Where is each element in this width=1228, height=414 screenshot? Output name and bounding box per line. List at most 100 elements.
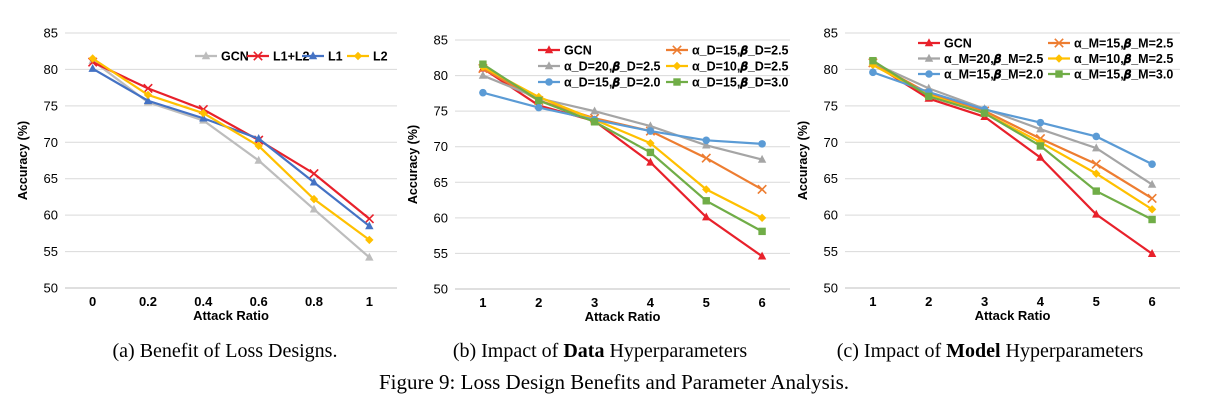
chart-c-legend-entry: α_M=15,𝜷_M=3.0 [1048,68,1173,82]
chart-b-data-point [757,184,767,195]
chart-c-y-tick-label: 70 [824,135,838,150]
chart-b-x-tick-label: 3 [591,295,598,310]
chart-c-y-axis-label: Accuracy (%) [796,121,810,200]
chart-b-data-point [646,127,655,135]
chart-b-y-tick-label: 50 [434,282,448,297]
chart-c-legend-entry: α_M=20,𝜷_M=2.5 [918,52,1043,66]
chart-c-x-tick-label: 6 [1148,294,1155,309]
chart-b-legend-label: α_D=10,𝜷_D=2.5 [692,60,789,74]
chart-a-x-tick-label: 0.4 [194,294,213,309]
chart-c-legend-label: α_M=15,𝜷_M=3.0 [1074,68,1173,82]
chart-c-y-tick-label: 80 [824,62,838,77]
chart-b-legend-entry: α_D=15,𝜷_D=2.5 [666,44,789,58]
chart-c-data-point-stroke2 [1091,159,1102,169]
chart-b-legend-entry: α_D=15,𝜷_D=3.0 [666,76,789,90]
chart-b-legend-entry: α_D=15,𝜷_D=2.0 [538,76,661,90]
chart-a-legend-swatch-marker [353,51,363,61]
chart-c-legend-label: α_M=15,𝜷_M=2.5 [1074,37,1173,51]
chart-a-y-tick-label: 65 [44,171,58,186]
chart-b-legend-swatch-marker [672,61,682,71]
chart-a-data-point [254,141,263,151]
panel-c-caption-prefix: (c) Impact of [836,340,947,362]
chart-c-data-point [1092,132,1101,141]
chart-c-y-tick-label: 50 [824,281,838,296]
chart-c-y-tick-label: 75 [824,98,838,113]
chart-a-series-line [92,59,371,259]
chart-b-data-point [757,213,767,223]
chart-c-data-point [1036,118,1045,127]
chart-a-y-tick-label: 70 [44,135,58,150]
chart-a-series-0 [88,55,374,261]
chart-c-x-tick-label: 2 [925,294,932,309]
chart-c-data-point [1092,143,1101,152]
chart-a-x-tick-label: 0.6 [250,294,268,309]
chart-c-data-point [1148,160,1156,168]
chart-b-y-tick-label: 75 [434,104,448,119]
chart-a-y-tick-label: 75 [44,98,58,113]
chart-a-legend-swatch-marker [201,51,211,60]
chart-a-y-tick-label: 85 [44,26,58,41]
chart-c-legend-entry: GCN [918,37,972,51]
chart-a-data-point [309,194,319,204]
chart-b-series-line [482,66,763,219]
chart-a-x-tick-label: 0.8 [305,294,323,309]
chart-a-data-point [309,204,319,213]
chart-a-legend-swatch-marker [253,51,263,61]
chart-a-data-point [365,235,374,245]
chart-c-legend-swatch-marker [924,38,934,47]
chart-a-legend: GCN L1+L2 L1 L2 [195,50,388,64]
chart-b: 50 55 60 65 70 75 80 85 1 2 3 4 5 6 Attack Ratio Accura… [406,33,790,324]
chart-c-x-axis-label: Attack Ratio [975,308,1051,323]
chart-c-data-point [1036,142,1045,150]
chart-a-data-point [254,155,263,164]
chart-a-legend-entry: L2 [347,50,388,64]
panel-c-caption: (c) Impact of Model Hyperparameters [815,340,1165,363]
chart-b-data-point [590,106,599,115]
chart-b-x-tick-label: 1 [479,295,486,310]
chart-b-x-tick-label: 2 [535,295,542,310]
chart-b-y-tick-label: 70 [434,139,448,154]
chart-a-legend-entry: GCN [195,50,249,64]
chart-c-data-point [980,109,989,117]
chart-b-legend-label: α_D=15,𝜷_D=2.5 [692,44,789,58]
chart-b-data-point [479,60,487,68]
chart-a-data-point [365,221,374,230]
chart-c-data-point [1092,187,1100,195]
chart-c-x-tick-label: 1 [869,294,876,309]
chart-a-data-point [88,64,97,72]
chart-a-data-point [365,252,374,261]
chart-a-data-point-stroke2 [143,83,153,94]
chart-c-data-point [1092,169,1101,178]
chart-c-data-point [1092,209,1101,218]
chart-a-data-point [254,133,263,142]
chart-c-legend-entry: α_M=10,𝜷_M=2.5 [1048,52,1173,66]
chart-c-y-tick-label: 65 [824,171,838,186]
chart-b-data-point [757,154,767,163]
chart-c-y-tick-label: 60 [824,208,838,223]
chart-b-data-point [702,197,710,205]
chart-b-data-point [701,153,712,163]
chart-b-series-5 [479,60,766,236]
chart-a-data-point-stroke2 [309,168,319,179]
chart-c-x-tick-label: 4 [1037,294,1045,309]
chart-b-legend-label: α_D=20,𝜷_D=2.5 [564,60,661,74]
chart-a-data-point [143,96,153,104]
chart-b-data-point [479,88,487,97]
chart-c-legend-swatch-marker [1055,70,1063,78]
chart-c-data-point [1147,193,1157,204]
chart-b-legend-swatch-marker [544,61,554,70]
chart-a-x-tick-label: 0.2 [139,294,157,309]
chart-c-data-point [1036,124,1045,133]
chart-b-legend-swatch-marker [672,45,682,55]
chart-a-legend-entry: L1+L2 [247,50,310,64]
chart-b-data-point [702,212,711,221]
chart-b-data-point [535,96,543,105]
chart-b-legend-entry: GCN [538,44,592,58]
chart-b-y-tick-label: 60 [434,210,448,225]
chart-b-legend-label: α_D=15,𝜷_D=2.0 [564,76,661,90]
chart-c-legend-swatch-marker [1054,38,1064,48]
chart-c-series-line [872,62,1153,255]
panel-c-caption-bold: Model [946,340,1001,362]
chart-c-legend-entry: α_M=15,𝜷_M=2.0 [918,68,1043,82]
chart-b-series-0 [478,63,767,260]
